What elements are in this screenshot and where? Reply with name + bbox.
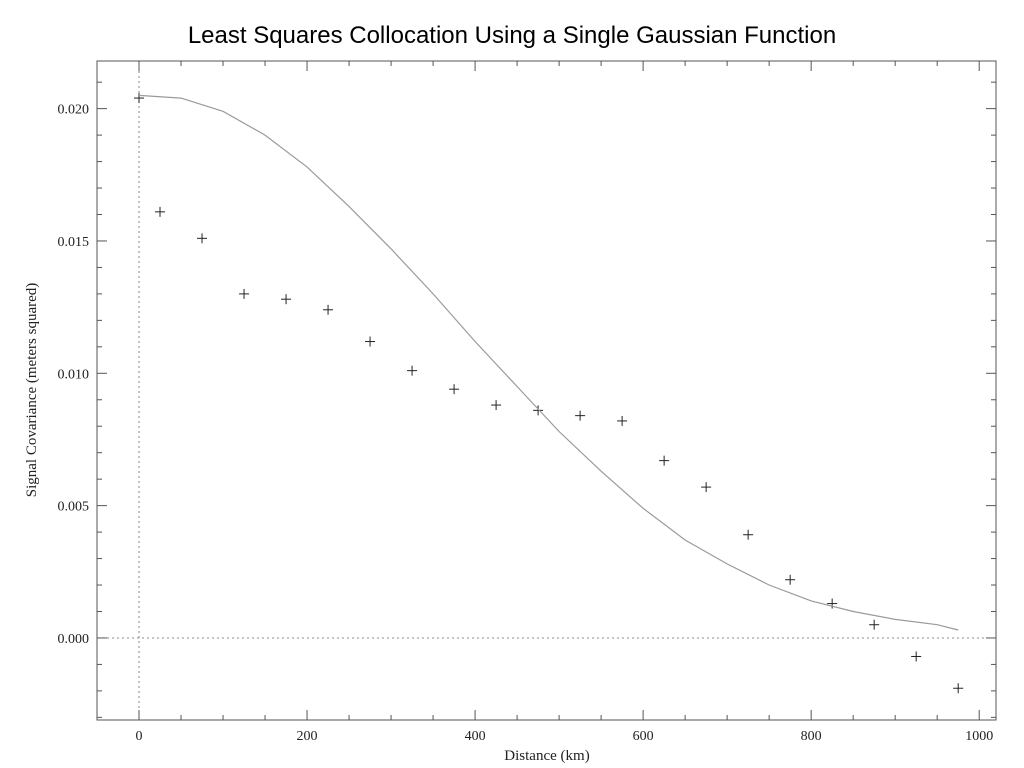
- data-point: [449, 384, 460, 395]
- x-tick-label: 1000: [965, 729, 993, 744]
- data-point: [911, 651, 922, 662]
- x-tick-label: 200: [297, 729, 318, 744]
- reference-lines-layer: [97, 61, 996, 720]
- data-point: [239, 288, 250, 299]
- data-point: [491, 400, 502, 411]
- data-point: [407, 365, 418, 376]
- data-point: [197, 233, 208, 244]
- y-tick-label: 0.005: [58, 500, 90, 515]
- data-point: [659, 455, 670, 466]
- plot-frame-layer: [96, 60, 997, 721]
- chart-title: Least Squares Collocation Using a Single…: [187, 22, 837, 49]
- data-point: [365, 336, 376, 347]
- series-layer: [134, 93, 964, 694]
- data-point: [701, 482, 712, 493]
- y-tick-label: 0.010: [58, 367, 90, 382]
- data-point: [134, 93, 145, 104]
- data-point: [953, 683, 964, 694]
- data-point: [155, 206, 166, 217]
- data-point: [533, 405, 544, 416]
- gaussian-fit-line: [138, 94, 959, 631]
- y-tick-label: 0.015: [58, 235, 90, 250]
- data-point: [869, 619, 880, 630]
- ticks-layer: 0 200 400 600 800 1000 0.000 0.005 0.010 0.015 0.0…: [58, 61, 996, 744]
- data-point: [827, 598, 838, 609]
- x-tick-label: 400: [465, 729, 486, 744]
- x-tick-label: 0: [136, 729, 143, 744]
- x-tick-label: 800: [801, 729, 822, 744]
- data-point: [743, 529, 754, 540]
- data-point: [617, 415, 628, 426]
- data-point: [575, 410, 586, 421]
- data-point: [323, 304, 334, 315]
- x-axis-label: Distance (km): [504, 748, 589, 764]
- y-axis-label: Signal Covariance (meters squared): [24, 283, 40, 498]
- data-point: [281, 294, 292, 305]
- data-point: [785, 574, 796, 585]
- x-tick-label: 600: [633, 729, 654, 744]
- y-tick-label: 0.000: [58, 632, 90, 647]
- plot-frame: [96, 60, 997, 721]
- y-tick-label: 0.020: [58, 103, 90, 118]
